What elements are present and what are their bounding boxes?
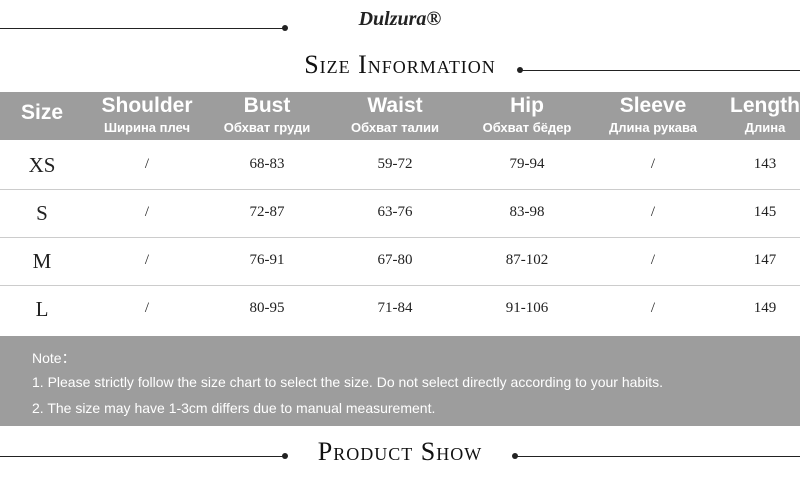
table-cell: 67-80 [377,252,413,268]
column-subheader: Ширина плеч [103,120,191,135]
column-header: Shoulder [101,94,193,117]
table-cell: / [650,204,656,220]
size-label: M [32,249,52,273]
table-cell: / [144,252,150,268]
row-separator [0,237,800,238]
table-cell: 87-102 [505,252,549,268]
column-header: Size [20,101,64,124]
table-cell: 63-76 [377,204,413,220]
column-header: Bust [243,94,291,117]
column-header: Sleeve [619,94,687,117]
column-header: Waist [367,94,423,117]
divider [515,456,800,457]
note-line: 1. Please strictly follow the size chart… [32,374,664,390]
column-header: Length [730,94,800,117]
table-cell: 68-83 [249,156,285,172]
column-subheader: Обхват бёдер [482,120,572,135]
divider-dot [282,453,288,459]
row-separator [0,189,800,190]
row-separator [0,285,800,286]
table-cell: 143 [753,156,777,172]
table-cell: 145 [753,204,777,220]
size-label: XS [28,153,56,177]
column-subheader: Длина [744,120,786,135]
table-cell: 76-91 [249,252,285,268]
divider [0,456,285,457]
column-subheader: Длина рукава [609,120,697,135]
table-cell: 83-98 [509,204,545,220]
table-cell: 79-94 [509,156,545,172]
size-label: S [36,201,48,225]
column-header: Hip [510,94,544,117]
size-label: L [35,297,49,321]
table-cell: / [650,252,656,268]
table-cell: 72-87 [249,204,285,220]
column-subheader: Обхват груди [223,120,311,135]
divider [0,28,285,29]
divider [520,70,800,71]
note-title: Note： [32,350,76,366]
table-header [0,92,800,140]
section-title: Size Information [304,50,496,79]
table-cell: 80-95 [249,300,285,316]
table-cell: 147 [753,252,777,268]
table-cell: 71-84 [377,300,413,316]
table-cell: / [144,204,150,220]
table-cell: / [144,300,150,316]
table-cell: 149 [753,300,777,316]
column-subheader: Обхват талии [351,120,439,135]
table-cell: 59-72 [377,156,413,172]
table-cell: / [650,156,656,172]
table-cell: 91-106 [505,300,549,316]
section-title: Product Show [317,437,483,466]
divider-dot [282,25,288,31]
table-cell: / [650,300,656,316]
note-box: Note： 1. Please strictly follow the size… [0,336,800,426]
note-line: 2. The size may have 1-3cm differs due t… [32,400,436,416]
brand: Dulzura® [358,8,442,30]
table-cell: / [144,156,150,172]
